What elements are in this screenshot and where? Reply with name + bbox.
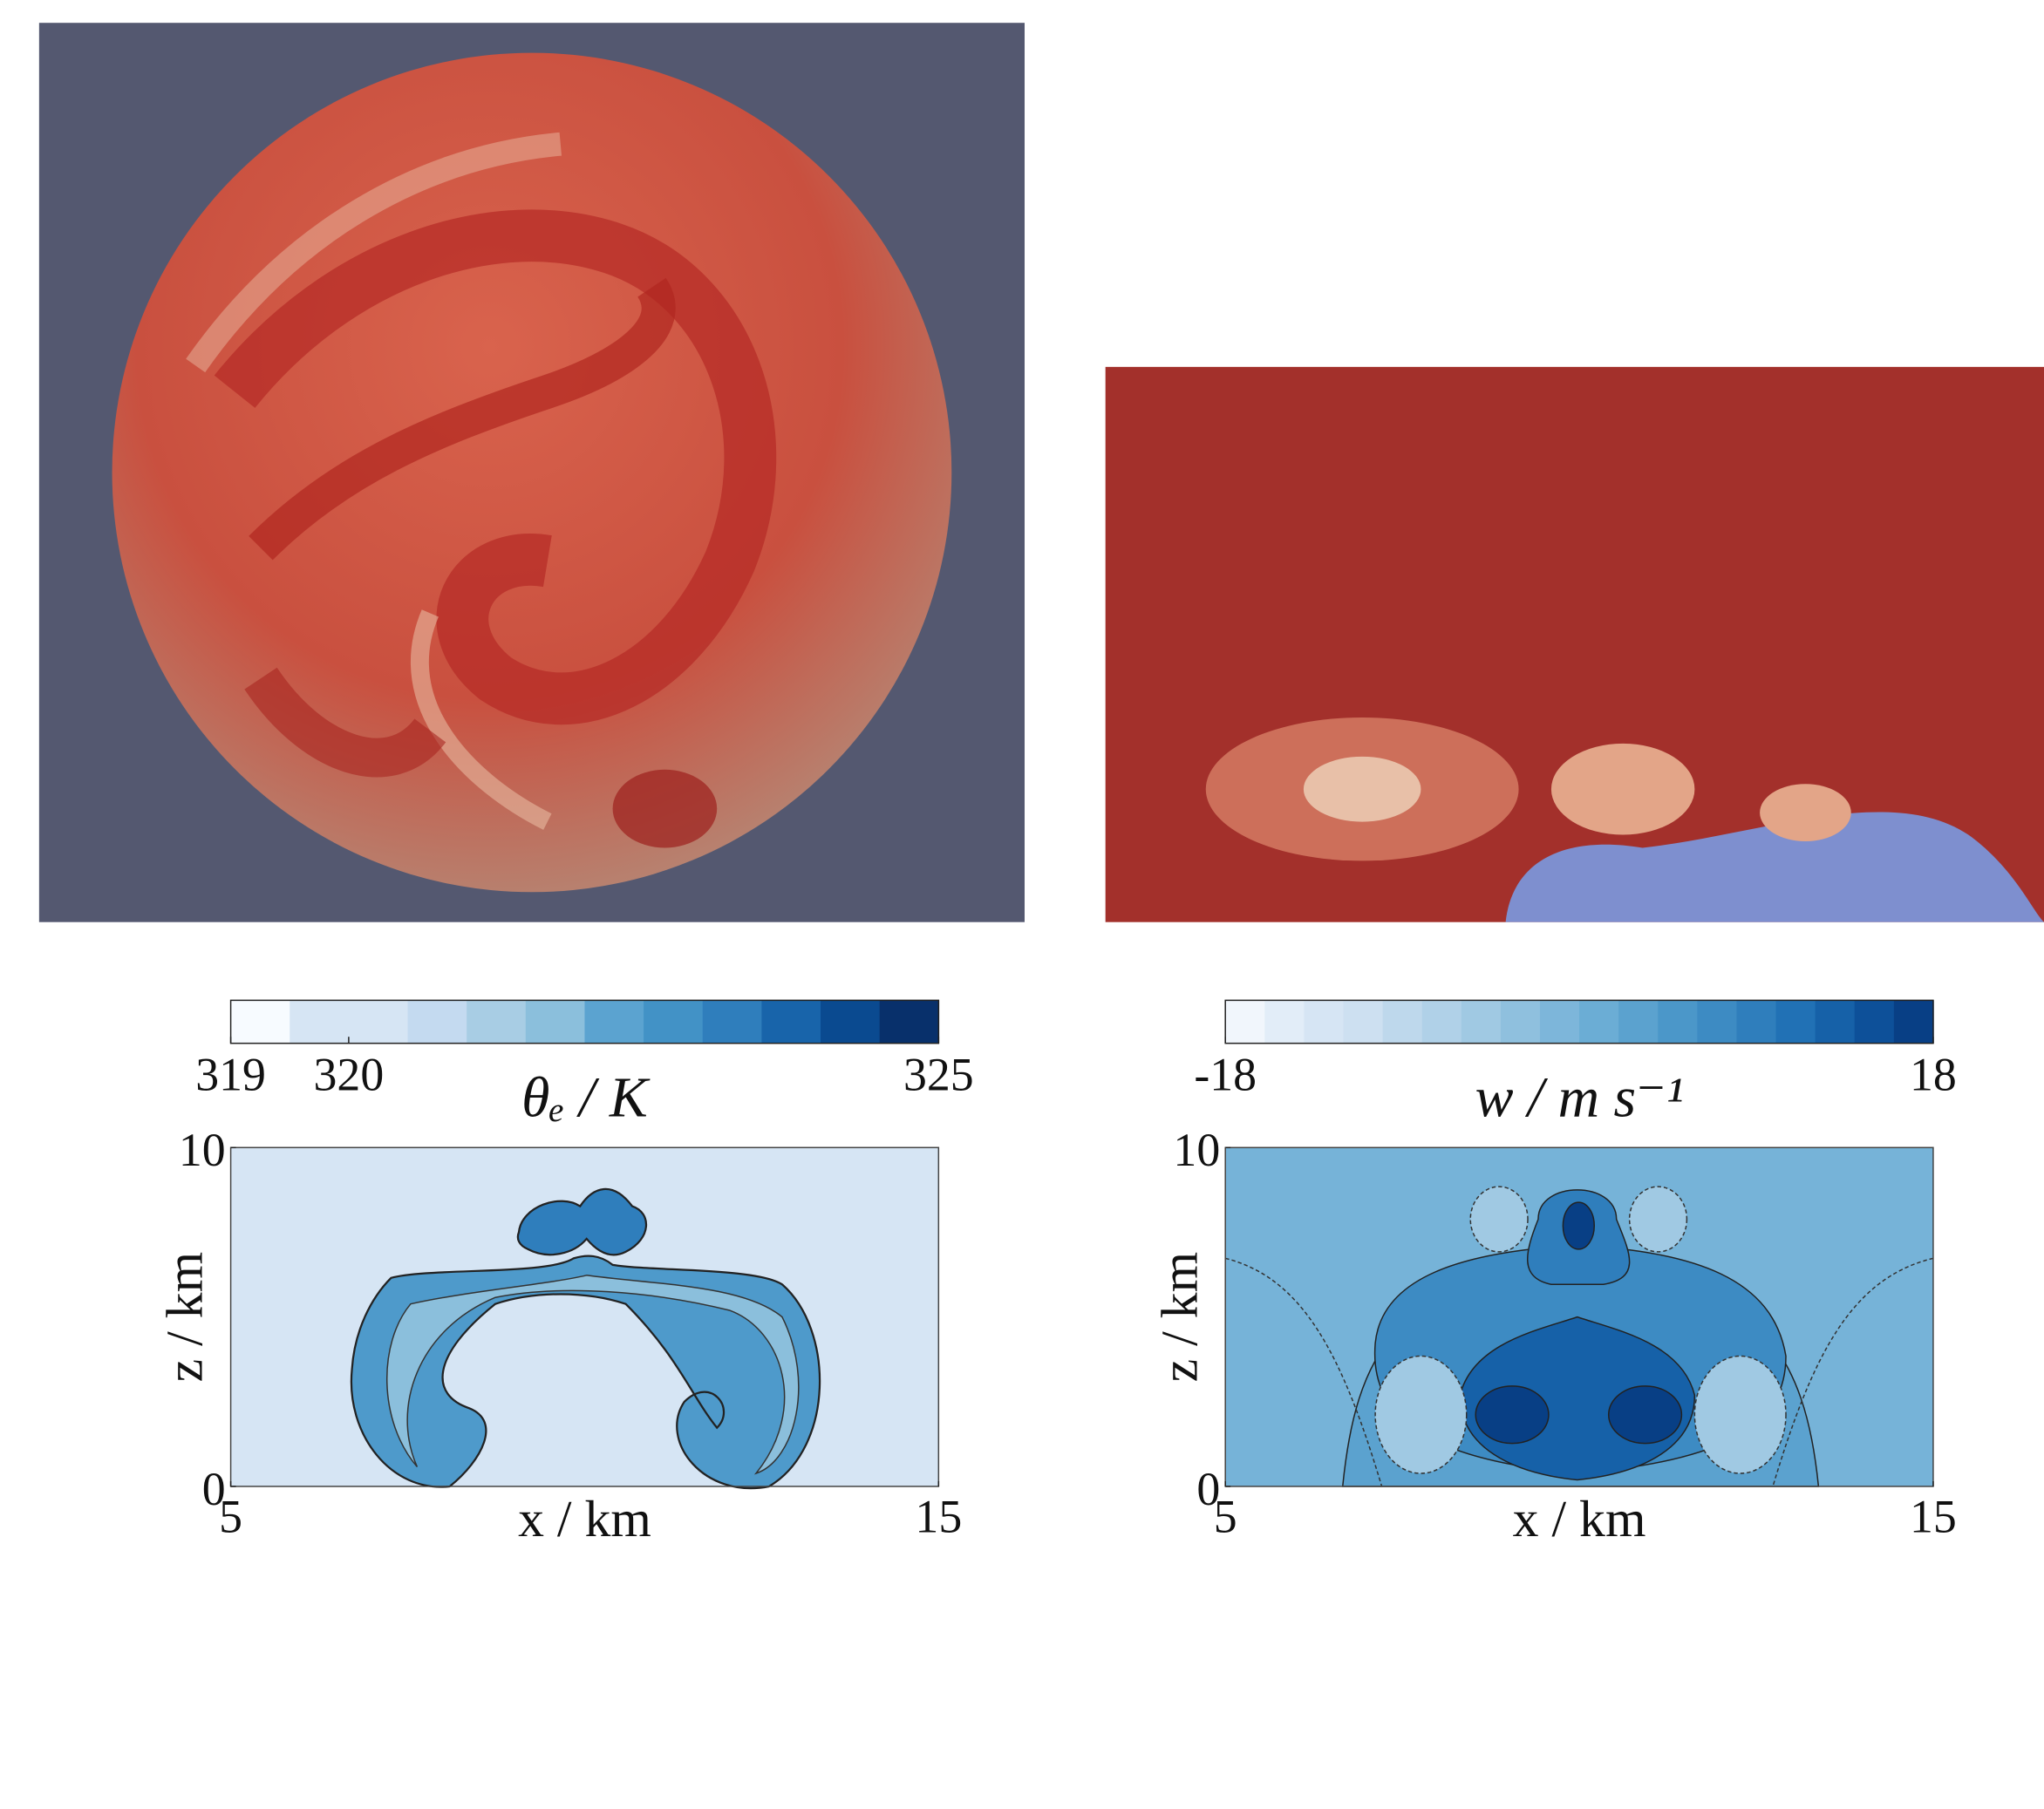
colorbar-bin [1461,1000,1502,1043]
colorbar-tick-label: 18 [1910,1049,1957,1101]
colorbar-bin [1540,1000,1580,1043]
colorbar-bin [1697,1000,1737,1043]
x-tick-label: 15 [1910,1490,1957,1542]
colorbar-bin [761,1000,821,1043]
colorbar-bin [1894,1000,1934,1043]
bubble-render [1106,367,2044,922]
colorbar-bin [408,1000,467,1043]
colorbar-bin [821,1000,880,1043]
colorbar-tick-label: 325 [903,1049,974,1101]
y-axis-label: z / km [156,1252,214,1382]
colorbar-label: θₑ / K [521,1065,651,1129]
colorbar-bin [1579,1000,1619,1043]
page: {"chart_data":[ {"type":"contour","color… [0,0,2044,1809]
x-axis-label: x / km [518,1490,651,1547]
y-tick-label: 10 [179,1124,226,1176]
colorbar-bin [1776,1000,1816,1043]
colorbar-bin [1855,1000,1895,1043]
y-tick-label: 0 [202,1463,226,1515]
sphere-render [39,23,1025,922]
colorbar-label: w / m s⁻¹ [1475,1065,1684,1129]
colorbar-bin [467,1000,526,1043]
y-tick-label: 0 [1196,1463,1220,1515]
colorbar-bin [526,1000,585,1043]
colorbar-bin [703,1000,762,1043]
colorbar-bin [290,1000,349,1043]
colorbar-bin [1658,1000,1698,1043]
x-tick-label: 15 [915,1490,962,1542]
y-axis-label: z / km [1150,1252,1208,1382]
colorbar-bin [1225,1000,1265,1043]
colorbar-tick-label: -18 [1194,1049,1257,1101]
colorbar-tick-label: 319 [195,1049,266,1101]
colorbar-bin [1618,1000,1659,1043]
y-tick-label: 10 [1173,1124,1220,1176]
colorbar-bin [644,1000,703,1043]
colorbar-bin [1816,1000,1856,1043]
colorbar-bin [880,1000,939,1043]
contour-field [231,1147,939,1488]
colorbar-bin [1501,1000,1541,1043]
colorbar-bin [1304,1000,1344,1043]
colorbar-bin [349,1000,408,1043]
colorbar-bin [1736,1000,1776,1043]
colorbar-bin [584,1000,644,1043]
colorbar-bin [1422,1000,1462,1043]
figure: 319320325θₑ / K515010x / kmz / km-1818w … [0,0,2044,1809]
x-axis-label: x / km [1513,1490,1646,1547]
colorbar-tick-label: 320 [314,1049,385,1101]
colorbar-bin [1264,1000,1305,1043]
colorbar-bin [1383,1000,1423,1043]
contour-field [1225,1147,1933,1486]
colorbar-bin [231,1000,290,1043]
colorbar-bin [1343,1000,1383,1043]
